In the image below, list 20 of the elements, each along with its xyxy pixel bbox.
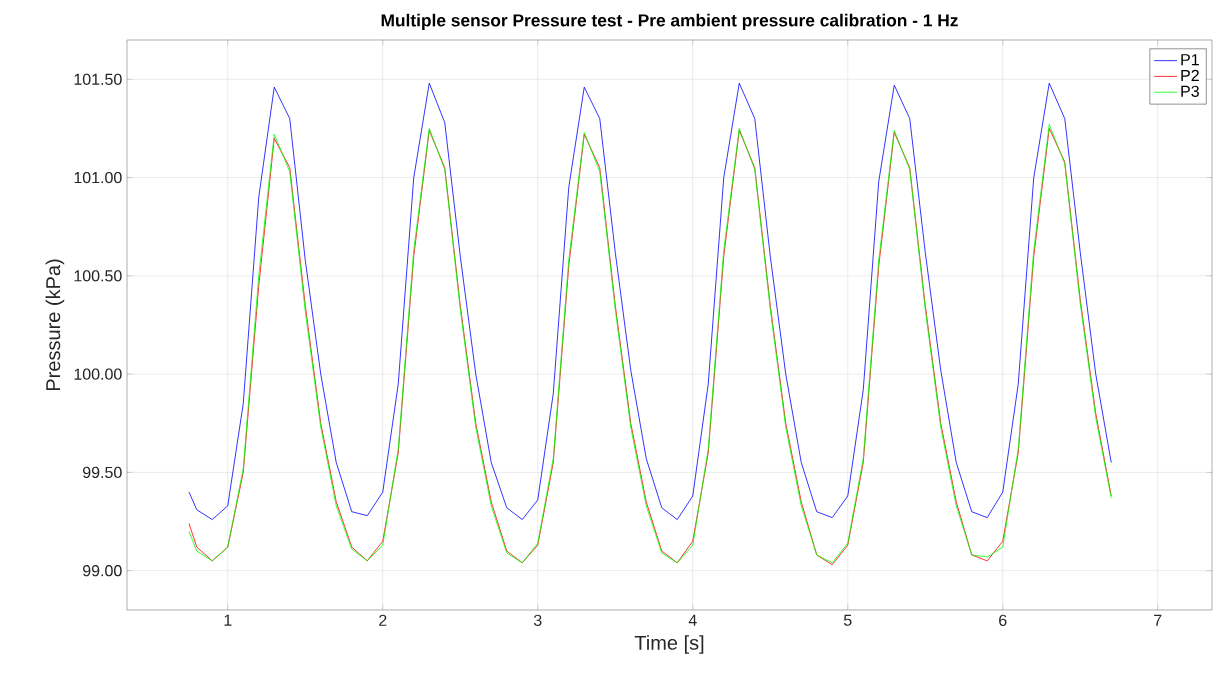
x-tick-label: 1 xyxy=(224,614,232,626)
x-tick-label: 2 xyxy=(379,614,387,626)
x-tick-label: 4 xyxy=(688,614,697,626)
y-axis-title: Pressure (kPa) xyxy=(45,259,65,391)
y-tick-label: 99.00 xyxy=(83,565,122,577)
y-tick-label: 99.50 xyxy=(83,466,122,479)
y-tick-label: 100.50 xyxy=(74,270,122,282)
x-tick-label: 5 xyxy=(843,614,852,626)
legend-label: P3 xyxy=(1181,85,1199,97)
line-series xyxy=(188,82,1112,520)
y-tick-label: 101.50 xyxy=(74,73,122,85)
y-tick-label: 100.00 xyxy=(74,368,122,380)
legend-label: P1 xyxy=(1181,54,1199,66)
x-tick-label: 7 xyxy=(1154,614,1162,626)
legend-label: P2 xyxy=(1181,69,1199,81)
y-tick-label: 101.00 xyxy=(74,171,122,184)
chart-title: Multiple sensor Pressure test - Pre ambient pressure calibration - 1 Hz xyxy=(381,13,958,30)
x-tick-label: 6 xyxy=(999,614,1007,627)
x-tick-label: 3 xyxy=(533,614,542,627)
x-axis-title: Time [s] xyxy=(634,635,704,654)
